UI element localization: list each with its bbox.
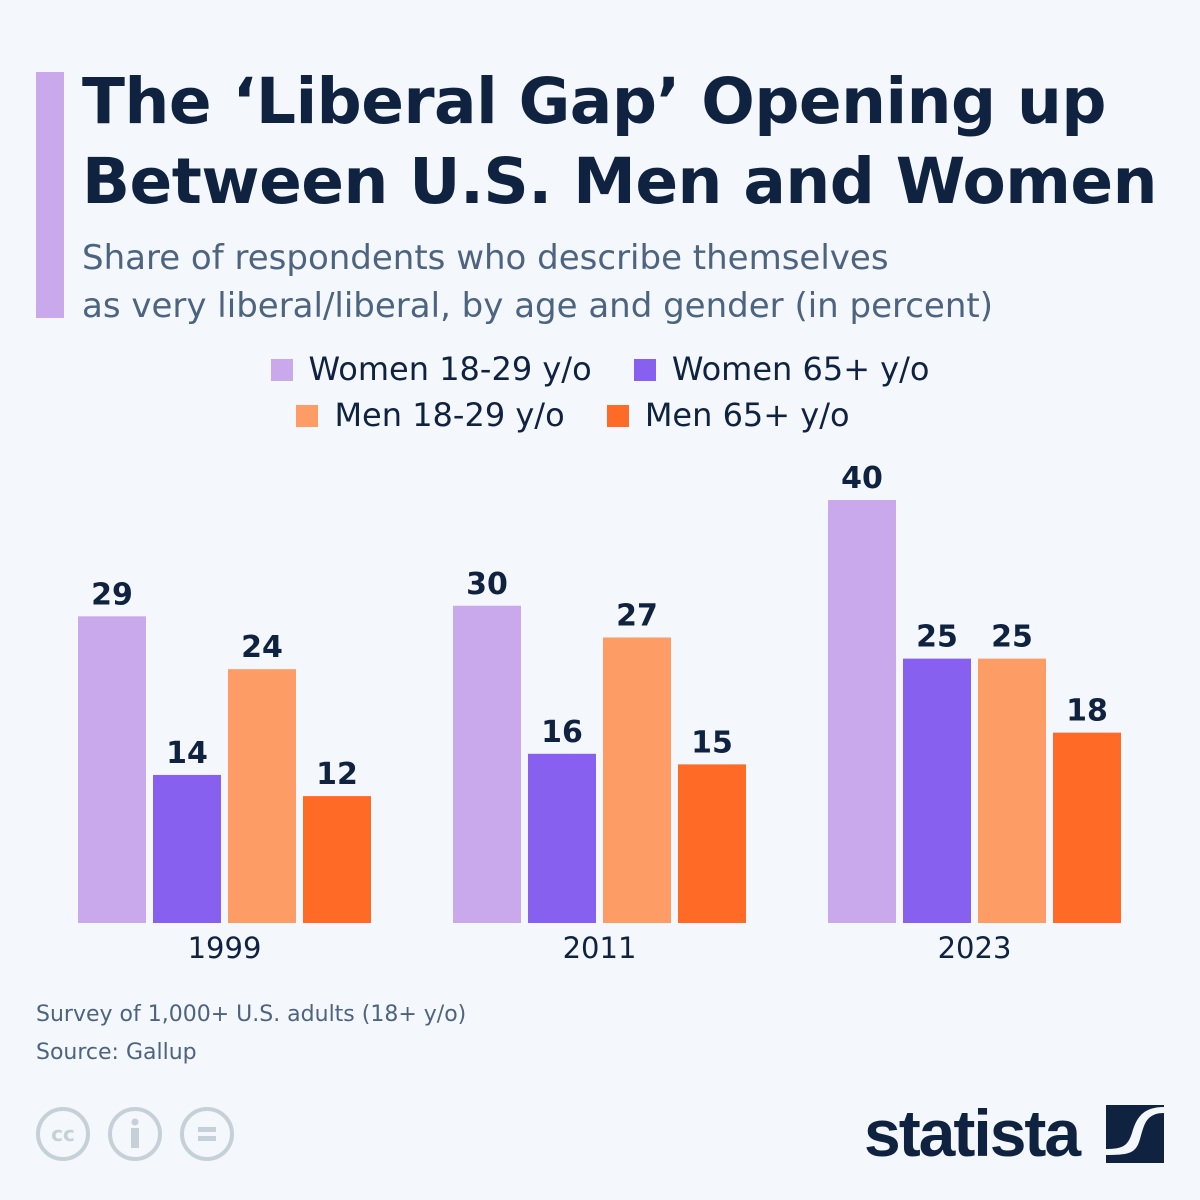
x-tick-label: 2011 bbox=[563, 931, 637, 965]
source-note: Source: Gallup bbox=[36, 1040, 197, 1065]
cc-text: cc bbox=[51, 1122, 75, 1146]
bar bbox=[1053, 732, 1121, 923]
legend-swatch bbox=[296, 405, 319, 427]
title-line-1: The ‘Liberal Gap’ Opening up bbox=[82, 65, 1106, 138]
legend-swatch bbox=[633, 359, 656, 381]
data-label: 12 bbox=[316, 757, 358, 792]
legend-item: Women 65+ y/o bbox=[633, 350, 930, 388]
bar bbox=[603, 637, 671, 923]
data-label: 14 bbox=[166, 736, 208, 771]
legend-item: Men 18-29 y/o bbox=[296, 396, 565, 434]
data-label: 29 bbox=[91, 577, 133, 612]
chart-title: The ‘Liberal Gap’ Opening up Between U.S.… bbox=[82, 62, 1157, 222]
bar bbox=[903, 658, 971, 923]
legend-swatch bbox=[606, 405, 629, 427]
subtitle-line-2: as very liberal/liberal, by age and gend… bbox=[82, 286, 993, 326]
data-label: 27 bbox=[616, 598, 658, 633]
chart-subtitle: Share of respondents who describe themse… bbox=[82, 234, 993, 330]
legend-item: Women 18-29 y/o bbox=[270, 350, 592, 388]
bar bbox=[978, 658, 1046, 923]
attribution-icon[interactable] bbox=[108, 1107, 162, 1161]
legend-label: Women 65+ y/o bbox=[671, 350, 930, 388]
subtitle-line-1: Share of respondents who describe themse… bbox=[82, 238, 889, 278]
data-label: 25 bbox=[991, 620, 1033, 655]
legend-row-2: Men 18-29 y/o Men 65+ y/o bbox=[0, 396, 1200, 434]
statista-logo-icon bbox=[1106, 1105, 1164, 1163]
legend-label: Men 65+ y/o bbox=[644, 396, 850, 434]
bar bbox=[153, 774, 221, 923]
data-label: 25 bbox=[916, 620, 958, 655]
bar bbox=[303, 796, 371, 923]
data-label: 16 bbox=[541, 715, 583, 750]
title-line-2: Between U.S. Men and Women bbox=[82, 145, 1157, 218]
data-label: 30 bbox=[466, 567, 508, 602]
survey-note: Survey of 1,000+ U.S. adults (18+ y/o) bbox=[36, 1002, 467, 1027]
x-tick-label: 2023 bbox=[938, 931, 1012, 965]
legend-label: Men 18-29 y/o bbox=[334, 396, 565, 434]
legend-item: Men 65+ y/o bbox=[606, 396, 850, 434]
bar bbox=[78, 616, 146, 923]
bar bbox=[528, 753, 596, 923]
bar bbox=[828, 500, 896, 923]
legend-swatch bbox=[270, 359, 293, 381]
bar bbox=[453, 605, 521, 923]
legend-row-1: Women 18-29 y/o Women 65+ y/o bbox=[0, 350, 1200, 388]
bar-chart: 29 14 24 12 1999 30 16 27 15 2011 40 25 25 18 2023 bbox=[78, 461, 1121, 965]
data-label: 24 bbox=[241, 630, 283, 665]
x-tick-label: 1999 bbox=[188, 931, 262, 965]
data-label: 40 bbox=[841, 461, 883, 496]
bar bbox=[228, 669, 296, 923]
no-derivatives-icon[interactable] bbox=[180, 1107, 234, 1161]
legend-label: Women 18-29 y/o bbox=[308, 350, 592, 388]
data-label: 18 bbox=[1066, 694, 1108, 729]
data-label: 15 bbox=[691, 725, 733, 760]
accent-bar bbox=[36, 72, 64, 318]
cc-icon[interactable]: cc bbox=[36, 1107, 90, 1161]
bar bbox=[678, 764, 746, 923]
statista-logo[interactable]: statista bbox=[864, 1096, 1081, 1170]
